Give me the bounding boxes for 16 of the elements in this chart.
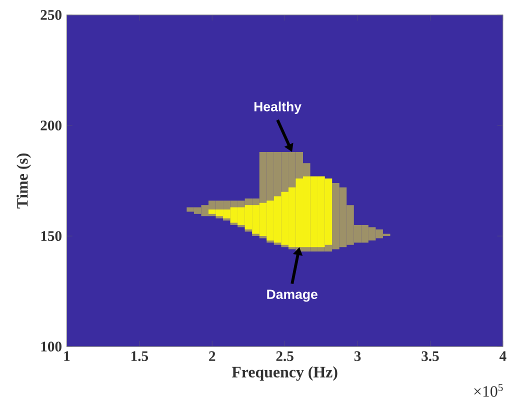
- x-tick-label: 2: [209, 351, 216, 361]
- x-tick-label: 4: [499, 351, 506, 361]
- x-tick-label: 1.5: [131, 351, 148, 361]
- x-tick-label: 1: [64, 351, 70, 361]
- text: ×10$^{5}$: [474, 384, 503, 397]
- y-tick-label: 150: [41, 230, 62, 241]
- y-tick-label: 250: [40, 10, 62, 20]
- annotation: Healthy: [254, 101, 302, 114]
- x-tick-label: 3: [354, 351, 361, 361]
- x-axis-title: Frequency (Hz): [232, 366, 338, 381]
- y-tick-label: 200: [40, 120, 62, 130]
- y-tick-label: 100: [41, 342, 62, 352]
- annotation: Damage: [267, 290, 318, 302]
- x-tick-label: 2.5: [276, 351, 294, 361]
- y-axis-title: Time (s): [16, 153, 32, 208]
- x-tick-label: 3.5: [422, 351, 439, 361]
